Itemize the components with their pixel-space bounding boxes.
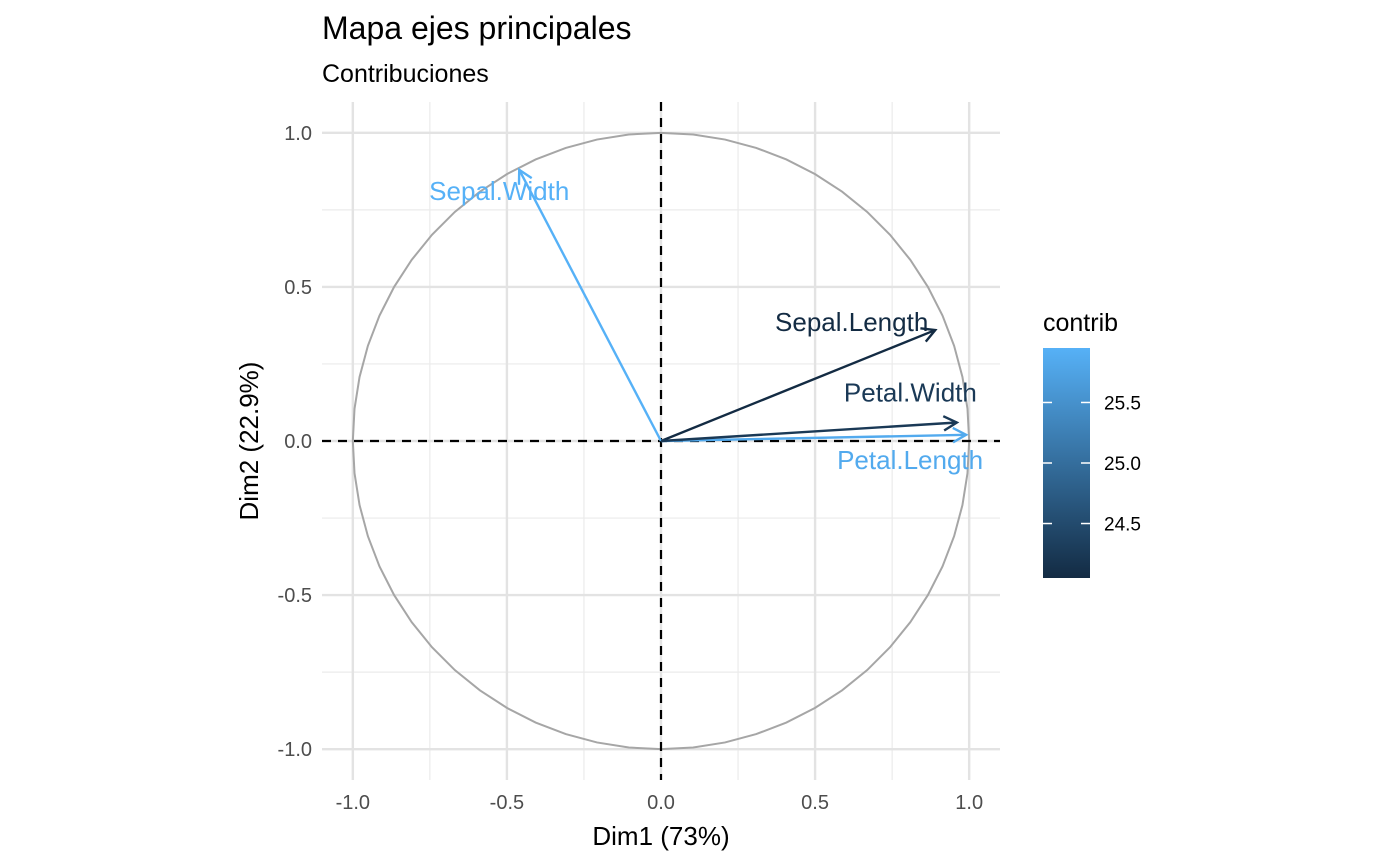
arrow-head [942, 415, 960, 432]
legend-tick-label: 24.5 [1104, 515, 1141, 536]
arrow-shaft [660, 328, 936, 443]
x-tick-label: 1.0 [955, 792, 983, 814]
x-axis-ticks: -1.0 -0.5 0.0 0.5 1.0 [336, 792, 984, 814]
x-tick-label: -0.5 [490, 792, 524, 814]
x-tick-label: 0.0 [647, 792, 675, 814]
chart-subtitle: Contribuciones [322, 60, 489, 88]
x-tick-label: -1.0 [336, 792, 370, 814]
variable-petal-length: Petal.Length [660, 426, 983, 475]
y-tick-label: 0.5 [284, 277, 312, 299]
legend-title: contrib [1043, 309, 1118, 337]
y-tick-label: -0.5 [278, 585, 312, 607]
arrow-shaft [660, 433, 967, 443]
legend-ticks: 24.5 25.0 25.5 [1043, 393, 1141, 536]
unit-circle [351, 131, 971, 751]
arrow-shaft [518, 169, 663, 442]
contrib-legend: contrib 24.5 25.0 25.5 [1043, 309, 1141, 578]
x-tick-label: 0.5 [801, 792, 829, 814]
y-tick-label: 1.0 [284, 123, 312, 145]
legend-tick-label: 25.0 [1104, 454, 1141, 475]
y-tick-label: -1.0 [278, 739, 312, 761]
arrow-head [920, 327, 938, 343]
variable-label: Sepal.Width [429, 176, 569, 206]
x-axis-label: Dim1 (73%) [592, 821, 729, 851]
y-tick-label: 0.0 [284, 431, 312, 453]
variable-sepal-length: Sepal.Length [660, 307, 938, 443]
arrow-shaft [660, 421, 957, 443]
variable-arrows: Sepal.Length Sepal.Width Petal.Length Petal… [429, 167, 983, 475]
chart-title: Mapa ejes principales [322, 10, 632, 46]
correlation-circle [351, 131, 971, 751]
variable-petal-width: Petal.Width [660, 378, 977, 443]
y-axis-label: Dim2 (22.9%) [234, 362, 264, 521]
variable-label: Sepal.Length [775, 307, 928, 337]
y-axis-ticks: -1.0 -0.5 0.0 0.5 1.0 [278, 123, 312, 761]
variable-label: Petal.Length [837, 445, 983, 475]
arrow-head [952, 426, 969, 444]
legend-tick-label: 25.5 [1104, 393, 1141, 414]
arrow-head [517, 167, 533, 185]
variable-sepal-width: Sepal.Width [429, 167, 663, 442]
variable-label: Petal.Width [844, 378, 977, 408]
